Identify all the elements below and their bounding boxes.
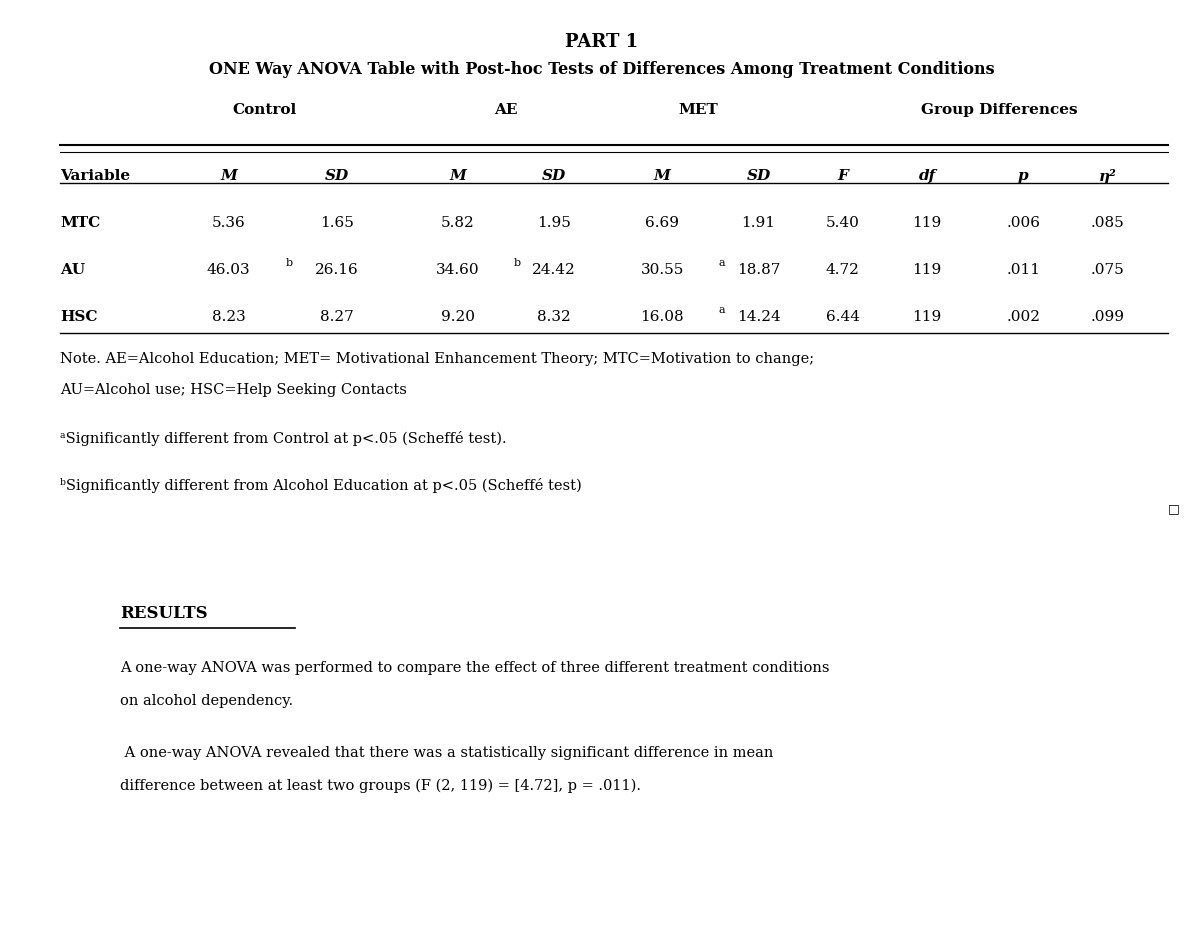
Text: 5.40: 5.40 bbox=[826, 216, 860, 230]
Text: 1.95: 1.95 bbox=[537, 216, 571, 230]
Text: 14.24: 14.24 bbox=[737, 310, 780, 324]
Text: PART 1: PART 1 bbox=[566, 33, 638, 51]
Text: 119: 119 bbox=[913, 263, 942, 277]
Text: difference between at least two groups (F (2, 119) = [4.72], p = .011).: difference between at least two groups (… bbox=[120, 779, 642, 793]
Text: AU: AU bbox=[60, 263, 85, 277]
Text: p: p bbox=[1019, 169, 1028, 183]
Text: 1.91: 1.91 bbox=[742, 216, 775, 230]
Text: M: M bbox=[449, 169, 466, 183]
Text: on alcohol dependency.: on alcohol dependency. bbox=[120, 694, 294, 708]
Text: A one-way ANOVA was performed to compare the effect of three different treatment: A one-way ANOVA was performed to compare… bbox=[120, 661, 830, 675]
Text: 5.36: 5.36 bbox=[212, 216, 246, 230]
Text: 16.08: 16.08 bbox=[641, 310, 684, 324]
Text: df: df bbox=[919, 169, 936, 183]
Text: .099: .099 bbox=[1091, 310, 1125, 324]
Text: 1.65: 1.65 bbox=[320, 216, 354, 230]
Text: .002: .002 bbox=[1007, 310, 1040, 324]
Text: SD: SD bbox=[542, 169, 566, 183]
Text: Group Differences: Group Differences bbox=[921, 103, 1078, 117]
Text: MET: MET bbox=[678, 103, 719, 117]
Text: □: □ bbox=[1168, 502, 1180, 515]
Text: RESULTS: RESULTS bbox=[120, 605, 208, 622]
Text: 119: 119 bbox=[913, 310, 942, 324]
Text: b: b bbox=[285, 258, 293, 268]
Text: 4.72: 4.72 bbox=[826, 263, 860, 277]
Text: ᵇSignificantly different from Alcohol Education at p<.05 (Scheffé test): ᵇSignificantly different from Alcohol Ed… bbox=[60, 478, 582, 493]
Text: 8.27: 8.27 bbox=[320, 310, 354, 324]
Text: Control: Control bbox=[232, 103, 297, 117]
Text: 24.42: 24.42 bbox=[532, 263, 576, 277]
Text: Variable: Variable bbox=[60, 169, 130, 183]
Text: AU=Alcohol use; HSC=Help Seeking Contacts: AU=Alcohol use; HSC=Help Seeking Contact… bbox=[60, 383, 407, 397]
Text: 18.87: 18.87 bbox=[737, 263, 780, 277]
Text: ONE Way ANOVA Table with Post-hoc Tests of Differences Among Treatment Condition: ONE Way ANOVA Table with Post-hoc Tests … bbox=[209, 61, 995, 78]
Text: 30.55: 30.55 bbox=[641, 263, 684, 277]
Text: 119: 119 bbox=[913, 216, 942, 230]
Text: 8.32: 8.32 bbox=[537, 310, 571, 324]
Text: ᵃSignificantly different from Control at p<.05 (Scheffé test).: ᵃSignificantly different from Control at… bbox=[60, 431, 507, 446]
Text: M: M bbox=[220, 169, 237, 183]
Text: a: a bbox=[719, 305, 726, 315]
Text: .075: .075 bbox=[1091, 263, 1125, 277]
Text: η²: η² bbox=[1099, 169, 1116, 184]
Text: AE: AE bbox=[494, 103, 518, 117]
Text: 6.69: 6.69 bbox=[645, 216, 679, 230]
Text: .085: .085 bbox=[1091, 216, 1125, 230]
Text: SD: SD bbox=[746, 169, 771, 183]
Text: .011: .011 bbox=[1007, 263, 1040, 277]
Text: M: M bbox=[654, 169, 671, 183]
Text: 6.44: 6.44 bbox=[826, 310, 860, 324]
Text: Note. AE=Alcohol Education; MET= Motivational Enhancement Theory; MTC=Motivation: Note. AE=Alcohol Education; MET= Motivat… bbox=[60, 352, 814, 366]
Text: a: a bbox=[719, 258, 726, 268]
Text: HSC: HSC bbox=[60, 310, 98, 324]
Text: 34.60: 34.60 bbox=[436, 263, 479, 277]
Text: 26.16: 26.16 bbox=[315, 263, 359, 277]
Text: 9.20: 9.20 bbox=[441, 310, 474, 324]
Text: MTC: MTC bbox=[60, 216, 100, 230]
Text: 8.23: 8.23 bbox=[212, 310, 246, 324]
Text: F: F bbox=[837, 169, 849, 183]
Text: b: b bbox=[514, 258, 521, 268]
Text: 5.82: 5.82 bbox=[441, 216, 474, 230]
Text: A one-way ANOVA revealed that there was a statistically significant difference i: A one-way ANOVA revealed that there was … bbox=[120, 746, 774, 760]
Text: SD: SD bbox=[325, 169, 349, 183]
Text: .006: .006 bbox=[1007, 216, 1040, 230]
Text: 46.03: 46.03 bbox=[207, 263, 250, 277]
